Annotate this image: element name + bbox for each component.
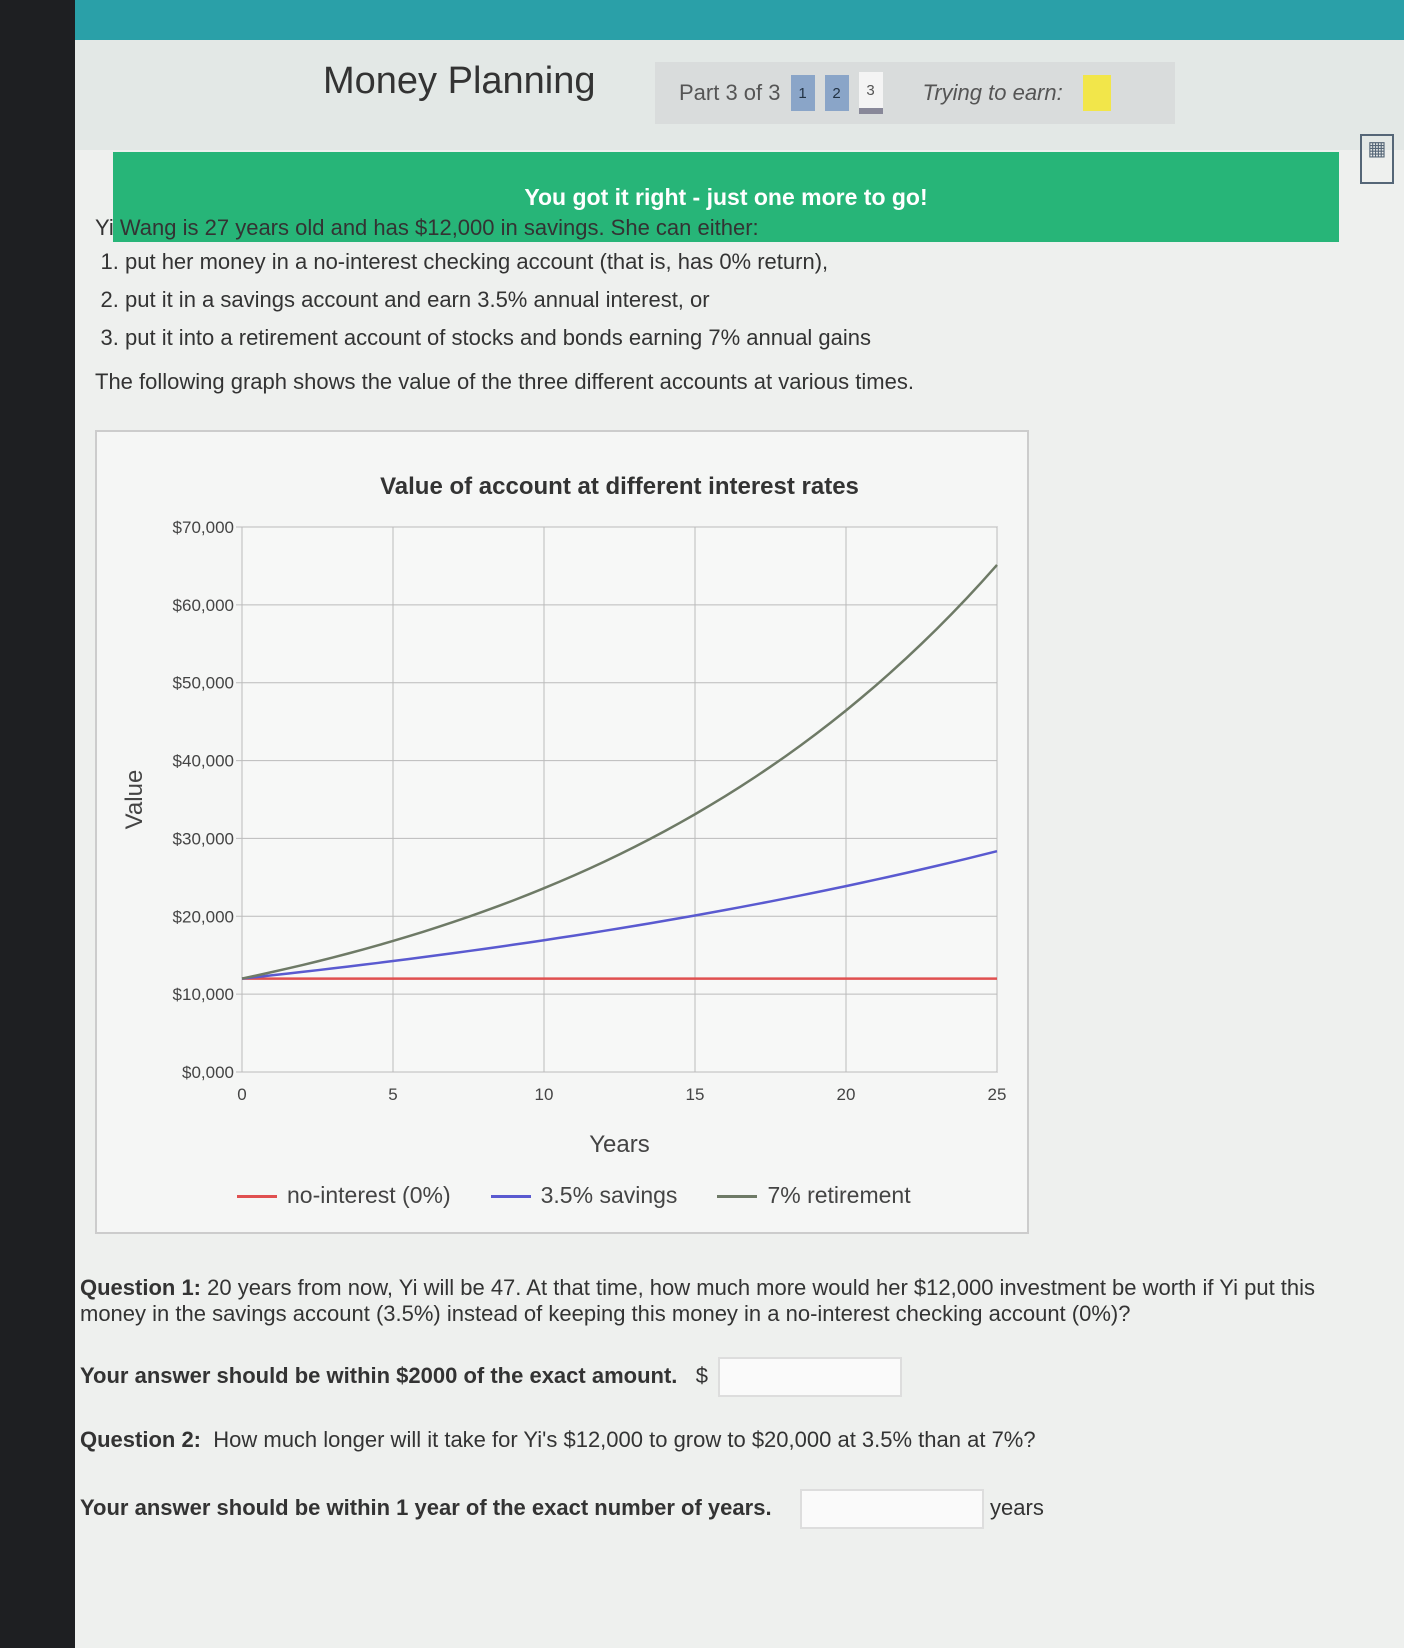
legend-item-retirement: 7% retirement [717, 1182, 911, 1209]
x-tick-label: 10 [535, 1085, 554, 1104]
chart-title: Value of account at different interest r… [380, 473, 859, 500]
x-tick-label: 5 [388, 1085, 397, 1104]
intro-text: Yi Wang is 27 years old and has $12,000 … [95, 215, 759, 240]
award-icon [1082, 75, 1111, 111]
graph-intro: The following graph shows the value of t… [95, 369, 914, 394]
legend-item-savings: 3.5% savings [490, 1182, 677, 1209]
y-tick-label: $40,000 [173, 752, 234, 771]
options-list: put her money in a no-interest checking … [95, 249, 1345, 351]
chart-legend: no-interest (0%) 3.5% savings 7% retirem… [237, 1182, 911, 1209]
y-tick-label: $20,000 [173, 907, 234, 926]
q1-hint: Your answer should be within $2000 of th… [80, 1362, 678, 1388]
page-title: Money Planning [323, 60, 596, 102]
x-tick-label: 25 [988, 1085, 1007, 1104]
x-tick-label: 15 [686, 1085, 705, 1104]
q1-answer-input[interactable] [717, 1357, 902, 1397]
unit-label: years [990, 1494, 1044, 1520]
q1-text: 20 years from now, Yi will be 47. At tha… [80, 1275, 1316, 1326]
legend-item-no-interest: no-interest (0%) [237, 1182, 451, 1209]
success-banner: You got it right - just one more to go! [113, 152, 1339, 242]
calculator-icon[interactable]: ▦ [1360, 134, 1394, 184]
line-chart: 0 5 10 15 20 25 $0,000 $10,000 $20,000 $30,000 $40… [121, 473, 1007, 1158]
chart-container: 0 5 10 15 20 25 $0,000 $10,000 $20,000 $30,000 $40… [95, 430, 1029, 1234]
questions: Question 1: 20 years from now, Yi will b… [80, 1275, 1370, 1537]
top-bar [75, 0, 1404, 40]
y-tick-label: $70,000 [173, 518, 234, 537]
x-axis-label: Years [589, 1131, 650, 1158]
currency-symbol: $ [695, 1362, 708, 1388]
option-item: put her money in a no-interest checking … [125, 249, 1345, 275]
problem-content: Yi Wang is 27 years old and has $12,000 … [80, 215, 1345, 1529]
series-line-2 [241, 564, 998, 980]
part-indicator: Part 3 of 3 1 2 3 Trying to earn: [655, 62, 1175, 124]
x-tick-label: 0 [237, 1085, 246, 1104]
x-tick-label: 20 [837, 1085, 856, 1104]
option-item: put it in a savings account and earn 3.5… [125, 287, 1345, 313]
q2-label: Question 2: [80, 1427, 202, 1452]
part-label: Part 3 of 3 [679, 80, 781, 105]
y-tick-label: $60,000 [173, 596, 234, 615]
q2-text: How much longer will it take for Yi's $1… [213, 1427, 1036, 1452]
y-tick-label: $10,000 [173, 985, 234, 1004]
part-3-button[interactable]: 3 [858, 72, 883, 114]
series-line-1 [241, 849, 998, 980]
trying-to-earn-label: Trying to earn: [922, 80, 1063, 105]
part-1-button[interactable]: 1 [790, 75, 815, 111]
title-bar: Money Planning Part 3 of 3 1 2 3 Trying … [75, 40, 1404, 184]
q2-hint: Your answer should be within 1 year of t… [80, 1494, 772, 1520]
part-2-button[interactable]: 2 [824, 75, 849, 111]
q2-answer-input[interactable] [799, 1489, 984, 1529]
y-tick-label: $0,000 [182, 1063, 234, 1082]
y-tick-label: $30,000 [173, 829, 234, 848]
y-axis-label: Value [121, 770, 148, 830]
screen: Money Planning Part 3 of 3 1 2 3 Trying … [75, 0, 1404, 1648]
q1-label: Question 1: [80, 1275, 202, 1300]
option-item: put it into a retirement account of stoc… [125, 325, 1345, 351]
y-tick-label: $50,000 [173, 674, 234, 693]
plot-area [241, 526, 998, 1073]
